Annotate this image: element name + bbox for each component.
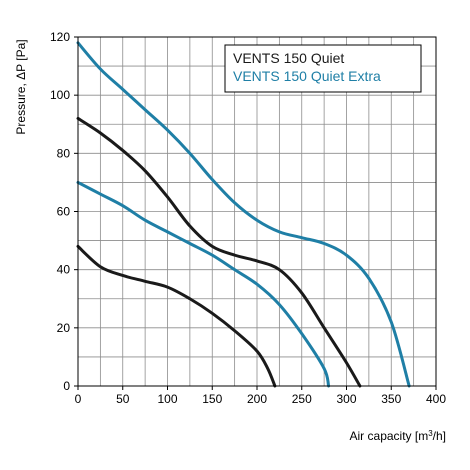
- series-line-4: [76, 41, 411, 388]
- x-tick-label: 50: [116, 392, 130, 406]
- x-tick-label: 350: [381, 392, 401, 406]
- legend: VENTS 150 Quiet VENTS 150 Quiet Extra: [224, 44, 422, 93]
- x-tick-label: 0: [75, 392, 82, 406]
- y-axis-label: Pressure, ΔP [Pa]: [14, 39, 28, 134]
- x-tick-label: 250: [292, 392, 312, 406]
- x-axis-label-unit: /h]: [433, 429, 446, 443]
- y-tick-label: 0: [63, 379, 70, 393]
- x-axis-label-superscript: 3: [428, 429, 433, 438]
- legend-entry-2: VENTS 150 Quiet Extra: [233, 68, 381, 84]
- series-line-2: [76, 116, 362, 388]
- series-layer: [76, 41, 411, 388]
- tick-labels: 0 50 100 150 200 250 300 350 400 0 20 40 60 80 100 120: [50, 30, 446, 406]
- y-tick-label: 40: [57, 263, 71, 277]
- y-tick-label: 20: [57, 321, 71, 335]
- x-tick-label: 150: [202, 392, 222, 406]
- x-tick-label: 300: [336, 392, 356, 406]
- x-tick-label: 200: [247, 392, 267, 406]
- x-axis-label-main: Air capacity [m: [350, 429, 429, 443]
- y-tick-label: 80: [57, 146, 71, 160]
- grid: [78, 37, 436, 386]
- series-line-3: [76, 180, 331, 388]
- x-tick-label: 400: [426, 392, 446, 406]
- x-tick-label: 100: [157, 392, 177, 406]
- x-axis-label: Air capacity [m3/h]: [350, 429, 446, 444]
- y-tick-label: 100: [50, 88, 70, 102]
- series-line-1: [76, 244, 277, 388]
- y-tick-label: 60: [57, 205, 71, 219]
- legend-entry-1: VENTS 150 Quiet: [233, 50, 344, 66]
- y-tick-label: 120: [50, 30, 70, 44]
- legend-box: [224, 44, 422, 93]
